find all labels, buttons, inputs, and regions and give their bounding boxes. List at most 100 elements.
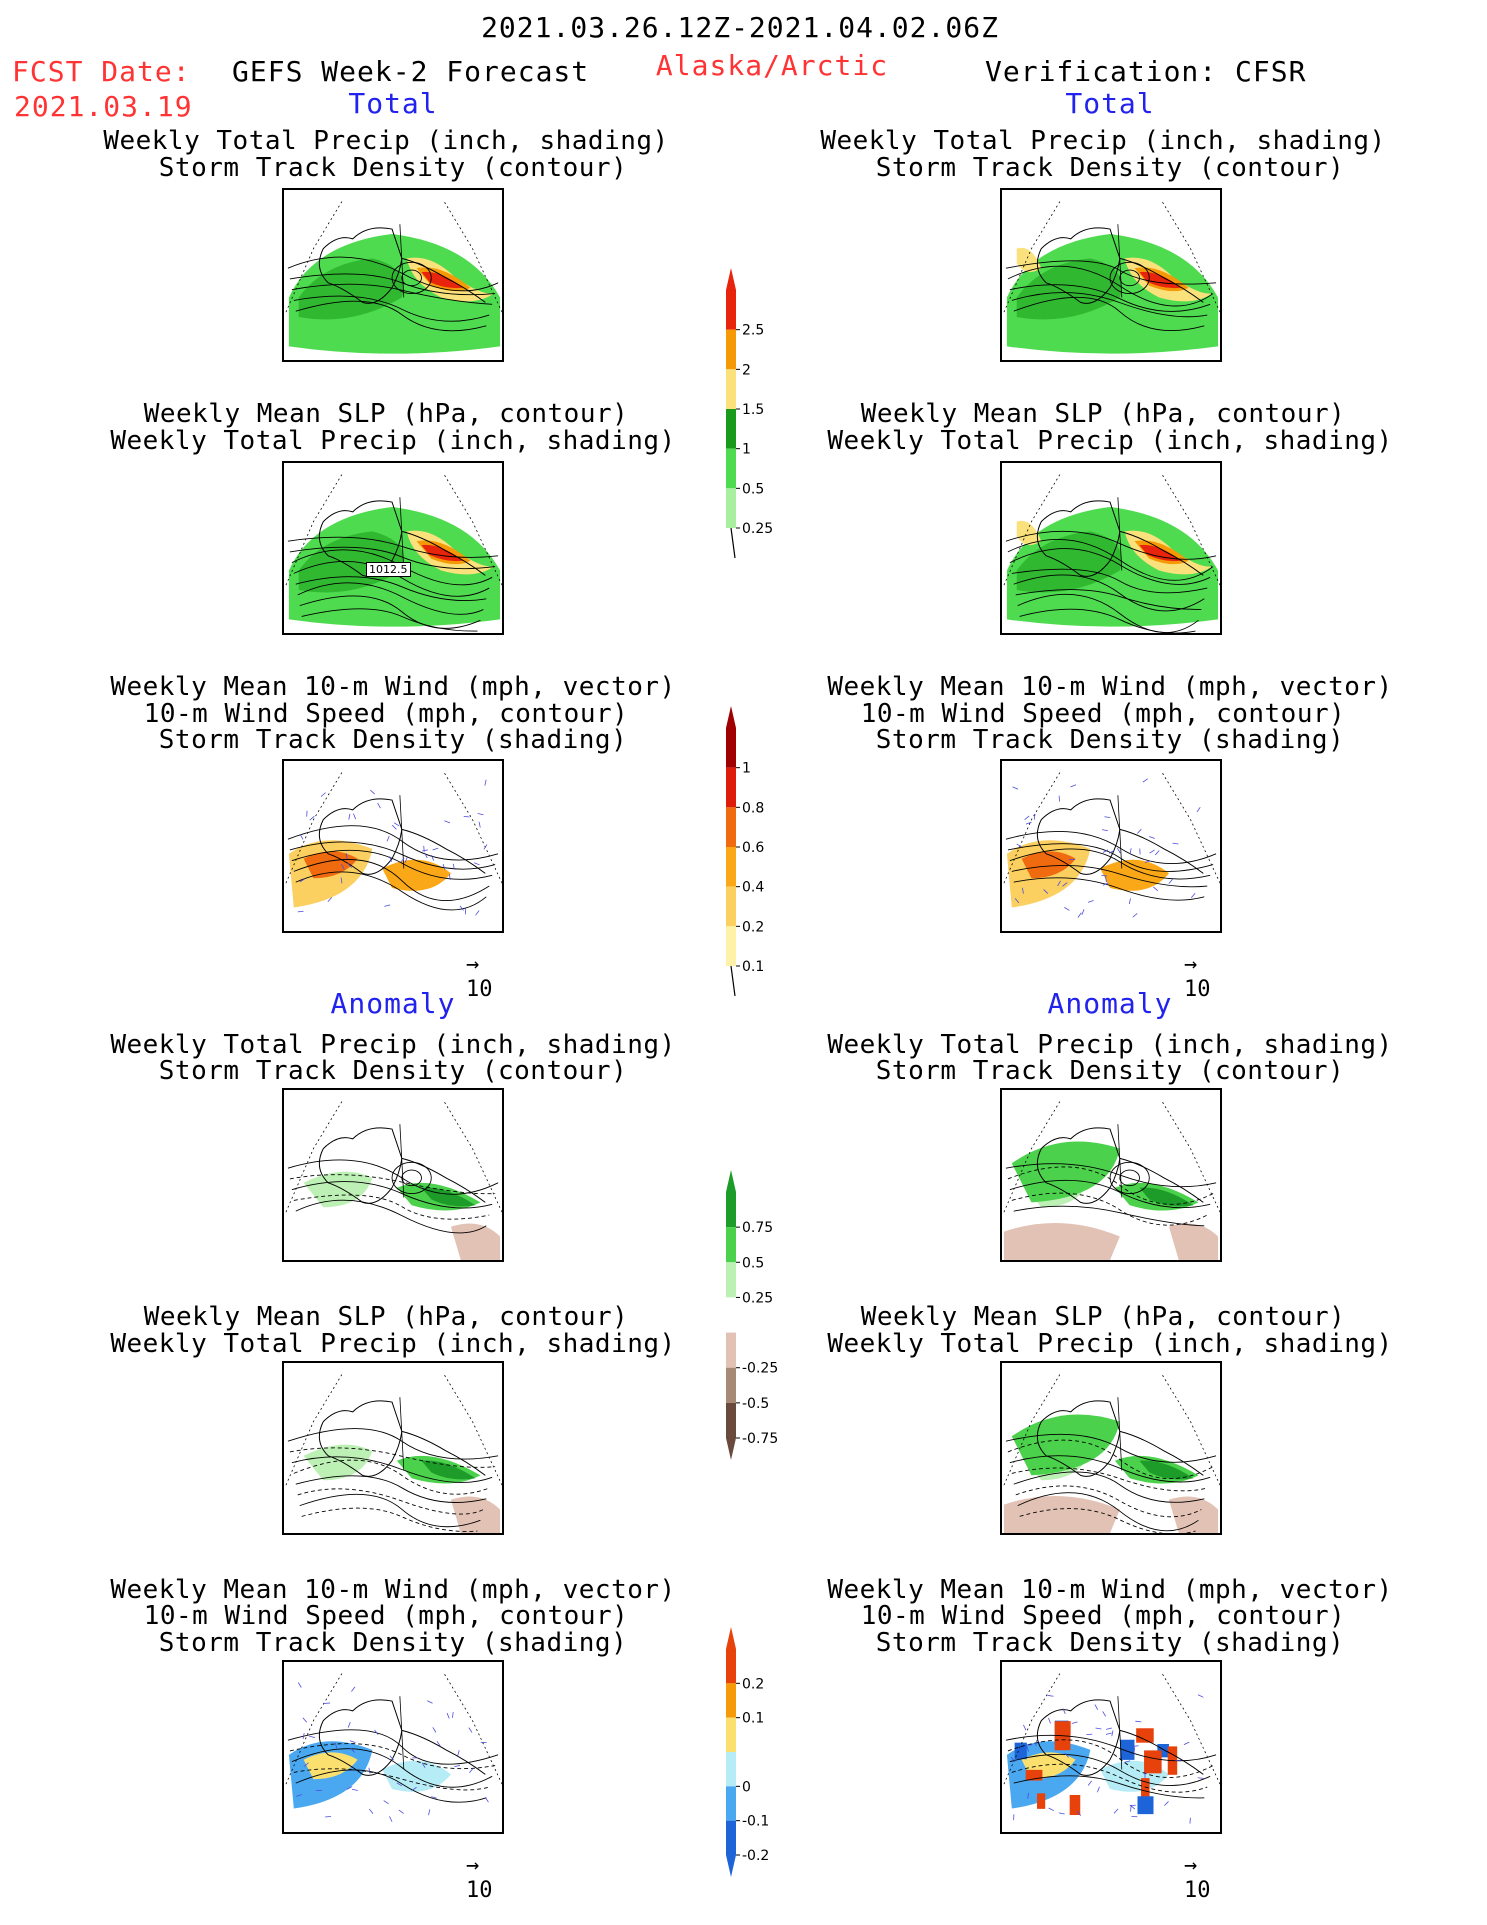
anomaly-shading	[303, 1444, 373, 1481]
colorbar-bottom-arrow	[726, 1438, 736, 1460]
wind-vector	[391, 824, 397, 830]
wind-vector	[1196, 807, 1201, 813]
wind-vector	[1048, 1807, 1055, 1812]
wind-vector	[1149, 849, 1155, 854]
wind-vector	[1024, 815, 1030, 820]
wind-vector	[463, 815, 470, 818]
contour-line	[287, 825, 499, 861]
border-line	[1117, 1397, 1123, 1471]
title-line: Storm Track Density (shading)	[158, 1628, 628, 1658]
wind-vector	[389, 1755, 394, 1761]
colorbar-label: 0.1	[742, 1711, 764, 1727]
wind-vector	[345, 853, 348, 859]
colorbar-label: 0.2	[742, 919, 764, 935]
border-line	[399, 497, 405, 571]
contour-line	[301, 608, 478, 632]
wind-vector	[404, 857, 408, 863]
track-shading	[1120, 1739, 1135, 1760]
colorbar-label: -0.1	[742, 1814, 769, 1830]
track-shading	[1021, 851, 1076, 879]
wind-vector	[1155, 850, 1160, 856]
track-shading	[303, 851, 358, 879]
wind-vector	[1014, 898, 1020, 904]
contour-line	[295, 1475, 487, 1503]
colorbar-label: -0.25	[742, 1361, 778, 1377]
wind-vector	[327, 897, 333, 903]
contour-line	[293, 295, 490, 322]
contour-line	[289, 1447, 496, 1468]
contour-line	[291, 1748, 493, 1788]
contour-line	[401, 1169, 422, 1187]
title-line: Weekly Mean 10-m Wind (mph, vector)	[827, 1575, 1393, 1605]
anomaly-shading	[1003, 1495, 1120, 1533]
colorbar-segment	[726, 448, 736, 489]
wind-vector	[411, 1786, 417, 1792]
border-line	[1117, 1124, 1123, 1198]
contour-line	[1015, 589, 1202, 610]
wind-vector	[452, 1712, 454, 1718]
contour-line	[289, 273, 496, 296]
wind-vector	[1149, 836, 1155, 839]
fcst-date-value: 2021.03.19	[14, 90, 193, 123]
colorbar-segment	[726, 369, 736, 409]
track-shading	[1100, 859, 1169, 891]
contour-line	[1009, 1455, 1211, 1483]
coastline	[318, 227, 486, 304]
map-anom-precip-track-forecast	[282, 1088, 504, 1262]
coastline	[318, 1400, 486, 1477]
wind-vector	[457, 1750, 460, 1756]
vector-reference-value: 10	[1184, 1878, 1211, 1903]
title-line: Weekly Mean SLP (hPa, contour)	[143, 1302, 629, 1332]
wind-vector	[1097, 1786, 1100, 1793]
colorbar-label: 0.8	[742, 800, 764, 816]
map-boundary	[1003, 1372, 1220, 1486]
vector-reference-value: 10	[466, 977, 493, 1002]
wind-vector	[341, 864, 345, 870]
wind-vector	[1108, 850, 1115, 854]
map-total-slp-precip-verification	[1000, 461, 1222, 635]
wind-vector	[297, 910, 304, 913]
colorbar-bottom-arrow	[726, 1855, 736, 1877]
wind-vector	[1113, 1808, 1119, 1814]
contour-line	[1017, 593, 1199, 633]
coastline	[1036, 1400, 1204, 1477]
anomaly-shading	[1003, 1222, 1120, 1260]
wind-vector	[1057, 880, 1061, 887]
contour-line	[293, 1768, 490, 1791]
title-line: Storm Track Density (contour)	[875, 153, 1345, 183]
contour-line	[1005, 260, 1217, 285]
title-line: Weekly Total Precip (inch, shading)	[110, 1329, 676, 1359]
wind-vector	[436, 1740, 441, 1747]
colorbar-segment	[726, 1786, 736, 1821]
contour-line	[1009, 548, 1211, 585]
map-boundary	[1003, 1099, 1220, 1213]
track-shading	[1014, 1742, 1027, 1760]
wind-vector	[383, 1800, 389, 1805]
wind-vector	[1026, 1745, 1029, 1752]
wind-vector	[351, 1788, 358, 1791]
wind-vector	[309, 816, 315, 821]
contour-line	[1007, 1166, 1214, 1205]
precip-shading	[1016, 520, 1042, 546]
wind-vector	[1062, 1708, 1066, 1714]
colorbar-bottom-tail	[730, 965, 736, 997]
wind-vector	[484, 779, 487, 786]
colorbar-segment	[726, 1332, 736, 1368]
contour-line	[391, 1161, 432, 1195]
wind-vector	[389, 1816, 393, 1822]
border-line	[399, 795, 405, 869]
arrow-icon: →	[1184, 952, 1198, 977]
wind-vector	[396, 1782, 403, 1787]
map-boundary	[1003, 199, 1220, 313]
wind-vector	[1058, 1812, 1065, 1815]
contour-line	[291, 1181, 493, 1209]
colorbar-label: 1	[742, 442, 751, 458]
map-boundary	[1003, 1671, 1220, 1785]
map-total-slp-precip-forecast	[282, 461, 504, 635]
wind-vector	[1027, 1792, 1029, 1799]
contour-line	[295, 1769, 487, 1803]
anomaly-shading	[303, 1171, 373, 1208]
wind-vector	[368, 1767, 371, 1774]
wind-vector	[299, 878, 306, 883]
precip-shading	[1139, 544, 1181, 562]
